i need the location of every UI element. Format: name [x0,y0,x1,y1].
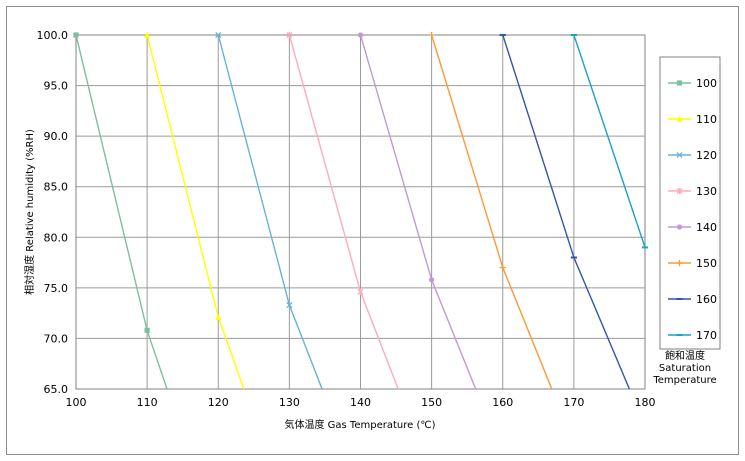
y-tick-label: 85.0 [44,181,69,194]
legend-marker-120 [676,151,683,159]
y-tick-label: 100.0 [37,29,69,42]
y-tick-label: 65.0 [44,383,69,396]
data-point-130 [357,288,364,296]
data-point-140 [357,32,364,38]
x-tick-label: 130 [279,396,300,409]
legend-marker-110 [676,115,683,122]
legend-label-110: 110 [696,113,717,126]
legend-marker-140 [676,224,683,230]
x-axis-ticks: 100 110 120 130 140 150 160 170 180 [66,396,656,409]
x-tick-label: 120 [208,396,229,409]
x-tick-label: 160 [492,396,513,409]
y-tick-label: 90.0 [44,130,69,143]
legend-label-170: 170 [696,329,717,342]
y-axis-title: 相対湿度 Relative humidity (%RH) [23,129,36,295]
x-tick-label: 140 [350,396,371,409]
legend-label-150: 150 [696,257,717,270]
legend-marker-130 [676,187,683,195]
chart-canvas: 100.0 95.0 90.0 85.0 80.0 75.0 70.0 65.0 100 110… [23,29,721,431]
y-tick-label: 70.0 [44,332,69,345]
legend-label-140: 140 [696,221,717,234]
x-tick-label: 170 [563,396,584,409]
legend-label-100: 100 [696,77,717,90]
data-point-120 [286,301,293,309]
data-point-100 [144,327,150,333]
data-point-150 [428,31,435,39]
x-tick-label: 150 [421,396,442,409]
chart-frame: 100.0 95.0 90.0 85.0 80.0 75.0 70.0 65.0 100 110… [6,6,739,455]
y-axis-ticks: 100.0 95.0 90.0 85.0 80.0 75.0 70.0 65.0 [37,29,69,396]
x-tick-label: 100 [66,396,87,409]
legend-marker-100 [676,80,683,86]
legend-title-line-2: Saturation [659,363,711,374]
legend-marker-150 [676,259,683,267]
series-lines [73,31,649,390]
data-point-150 [499,264,506,271]
x-tick-label: 110 [137,396,158,409]
legend-box [659,56,721,350]
data-point-140 [429,277,435,283]
legend-title-line-3: Temperature [652,375,716,386]
legend-title-line-1: 飽和温度 [665,349,705,362]
series-line-170 [573,34,646,248]
legend-label-120: 120 [696,149,717,162]
data-point-110 [215,314,222,320]
y-tick-label: 75.0 [44,282,69,295]
y-tick-label: 95.0 [44,80,69,93]
y-tick-label: 80.0 [44,231,69,244]
legend: 100 110 120 130 140 150 160 170 [668,77,717,342]
x-tick-label: 180 [635,396,656,409]
data-point-120 [215,31,222,39]
x-axis-title: 気体温度 Gas Temperature (℃) [284,418,435,431]
data-point-130 [286,31,293,39]
legend-label-160: 160 [696,293,717,306]
data-point-110 [144,31,151,38]
data-point-100 [73,32,79,38]
legend-label-130: 130 [696,185,717,198]
